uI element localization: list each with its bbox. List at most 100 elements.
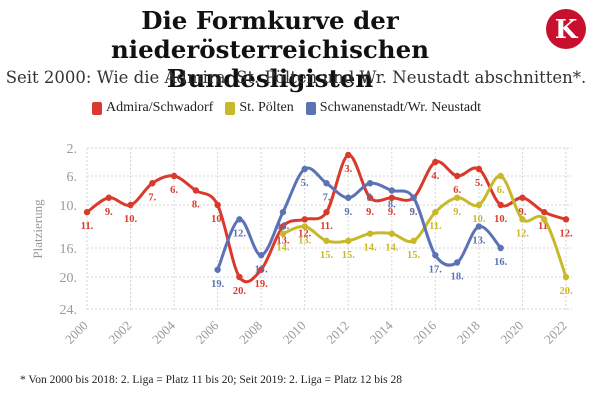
data-label: 9. [366,207,374,218]
data-label: 6. [453,185,461,196]
data-point [519,194,526,201]
data-point [105,194,112,201]
data-label: 14. [276,243,290,254]
data-point [257,252,265,259]
y-tick-label: 2. [67,142,78,157]
y-tick-label: 24. [60,303,78,318]
data-point [562,273,570,281]
logo-circle [546,9,586,49]
data-label: 20. [559,286,573,297]
data-label: 10. [124,214,138,225]
data-point [279,230,287,237]
data-label: 12. [298,228,312,239]
data-point [388,230,396,237]
logo-letter: K [555,15,579,45]
data-label: 5. [301,178,309,189]
legend-swatch [225,101,236,115]
data-label: 7. [366,192,374,203]
data-point [453,259,461,266]
data-label: 9. [344,207,352,218]
data-point [410,194,417,201]
legend-item: Admira/Schwadorf [92,100,213,116]
data-label: 10. [494,214,508,225]
data-point [453,172,461,180]
data-label: 15. [320,250,334,261]
legend-label: Admira/Schwadorf [106,100,214,115]
data-point [345,151,352,159]
data-point [388,187,396,194]
data-label: 7. [323,192,331,203]
data-point [127,201,134,209]
x-tick-label: 2014 [367,317,396,346]
data-point [323,208,330,216]
legend-item: Schwanenstadt/Wr. Neustadt [305,100,481,116]
data-point [432,158,439,166]
publisher-logo: K [546,9,586,49]
data-label: 6. [497,185,505,196]
data-point [366,180,374,187]
data-label: 12. [233,228,247,239]
x-tick-label: 2012 [323,318,352,347]
footnote: * Von 2000 bis 2018: 2. Liga = Platz 11 … [20,374,403,386]
x-tick-label: 2010 [280,318,309,347]
data-point [453,194,461,201]
legend-swatch [92,101,102,115]
x-tick-label: 2002 [105,318,134,347]
data-label: 13. [472,236,486,247]
data-point [562,216,570,223]
data-point [345,194,352,201]
data-label: 19. [211,279,225,290]
data-point [323,237,330,245]
data-point [432,208,439,216]
data-point [519,216,526,223]
data-label: 4. [431,171,439,182]
chart-title-line-1: Die Formkurve der niederösterreichischen [110,6,430,64]
data-point [345,237,352,245]
data-point [279,223,287,230]
x-tick-label: 2020 [497,318,526,347]
data-label: 9. [105,207,113,218]
legend-item: St. Pölten [225,100,294,116]
data-point [323,180,330,187]
data-point [541,216,548,223]
data-point [279,208,287,216]
line-chart: 2. 6. 10. 16. 20. 24.2000 2002 2004 2006 2008 2010… [30,142,573,347]
legend-label: St. Pölten [239,100,294,115]
data-point [475,223,483,230]
data-label: 3. [344,164,352,175]
data-label: 5. [475,178,483,189]
data-label: 11. [429,221,442,232]
y-tick-label: 10. [60,199,78,214]
data-label: 10. [472,214,486,225]
x-tick-label: 2018 [454,318,483,347]
data-point [388,194,396,201]
data-label: 14. [363,243,377,254]
data-label: 17. [255,264,269,275]
x-tick-label: 2008 [236,318,265,347]
data-point [236,216,243,223]
data-label: 10. [211,214,225,225]
data-label: 11. [81,221,94,232]
data-point [236,273,243,281]
data-point [301,165,308,173]
data-point [432,252,439,259]
data-point [366,194,374,201]
x-tick-label: 2004 [149,317,178,346]
x-tick-label: 2016 [410,317,439,346]
y-tick-label: 6. [67,170,78,185]
data-label: 9. [410,207,418,218]
data-label: 8. [192,200,200,211]
data-label: 20. [233,286,247,297]
data-label: 13. [276,236,290,247]
data-point [475,201,483,209]
data-point [170,172,178,180]
data-label: 18. [451,272,465,283]
data-label: 12. [559,228,573,239]
legend-swatch [305,101,316,115]
chart-subtitle: Seit 2000: Wie die Admira, St. Pölten un… [5,68,587,87]
chart-title-line-2: Bundesligisten [166,64,374,93]
data-point [301,223,308,230]
data-label: 15. [342,250,356,261]
data-label: 11. [538,221,551,232]
data-label: 14. [385,243,399,254]
